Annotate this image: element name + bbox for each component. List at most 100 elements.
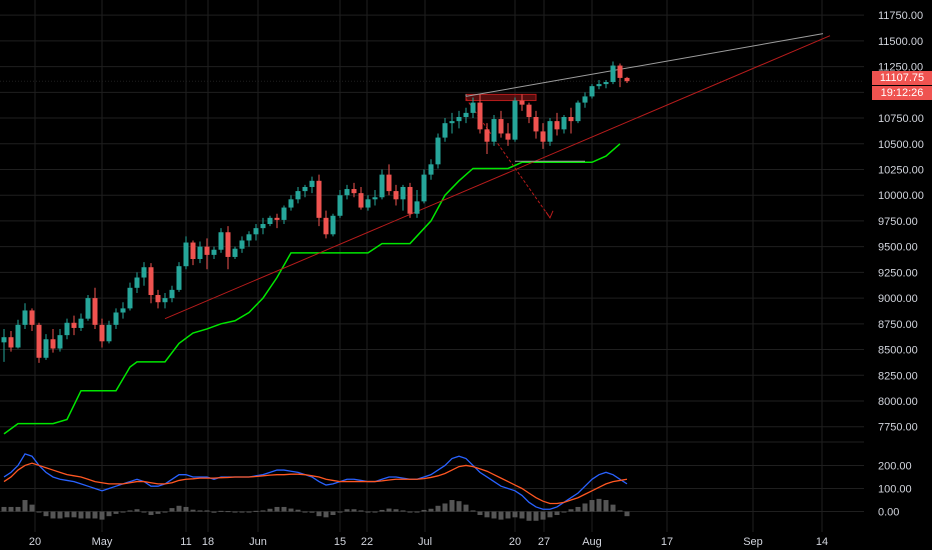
candle-body	[113, 312, 119, 325]
candle-body	[29, 310, 35, 325]
candle-body	[190, 242, 196, 259]
histogram-bar	[386, 508, 392, 512]
histogram-bar	[169, 508, 175, 512]
histogram-bar	[575, 506, 581, 512]
candle-body	[64, 322, 70, 336]
time-tick-label: Sep	[743, 536, 763, 548]
histogram-bar	[288, 508, 294, 512]
trailing-stop-path	[3, 143, 621, 435]
histogram-bar	[99, 511, 105, 520]
candle-body	[575, 102, 581, 122]
macd-indicator	[1, 453, 630, 521]
histogram-bar	[400, 510, 406, 512]
histogram-bar	[141, 511, 147, 513]
candle-body	[15, 324, 21, 348]
time-tick-label: 18	[202, 536, 214, 548]
candle-body	[351, 189, 357, 194]
histogram-bar	[484, 511, 490, 518]
candle-body	[533, 117, 539, 132]
candle-body	[85, 298, 91, 319]
histogram-bar	[449, 500, 455, 512]
candle-body	[393, 191, 399, 200]
candle-body	[50, 339, 56, 349]
histogram-bar	[155, 511, 161, 514]
histogram-bar	[547, 511, 553, 518]
candle-body	[239, 240, 245, 249]
time-tick-label: 27	[538, 536, 550, 548]
candle-body	[547, 121, 553, 142]
candle-body	[379, 174, 385, 198]
histogram-bar	[71, 511, 77, 518]
time-tick-label: 20	[29, 536, 41, 548]
histogram-bar	[302, 511, 308, 513]
histogram-bar	[470, 510, 476, 512]
histogram-bar	[85, 511, 91, 519]
histogram-bar	[211, 511, 217, 513]
histogram-bar	[435, 505, 441, 512]
candle-body	[526, 104, 532, 118]
histogram-bar	[603, 500, 609, 512]
candle-body	[582, 96, 588, 103]
candle-body	[22, 310, 28, 325]
histogram-bar	[421, 509, 427, 512]
candle-body	[337, 195, 343, 216]
histogram-bar	[239, 511, 245, 513]
histogram-bar	[183, 506, 189, 512]
price-tick-label: 10750.00	[878, 113, 924, 125]
histogram-bar	[50, 511, 56, 519]
histogram-bar	[225, 511, 231, 513]
time-tick-label: 11	[180, 536, 191, 548]
histogram-bar	[295, 509, 301, 512]
histogram-bar	[1, 506, 7, 512]
price-tick-label: 9000.00	[878, 293, 918, 305]
candle-body	[120, 308, 126, 313]
histogram-bar	[428, 508, 434, 512]
candle-body	[204, 246, 210, 255]
price-tick-label: 8250.00	[878, 370, 918, 382]
macd-line	[3, 453, 628, 510]
resistance-zone	[465, 93, 537, 102]
candle-body	[463, 112, 469, 118]
price-tick-label: 11750.00	[878, 10, 923, 22]
candle-body	[127, 287, 133, 309]
candle-body	[421, 174, 427, 202]
histogram-bar	[8, 506, 14, 512]
histogram-bar	[218, 510, 224, 512]
candle-body	[484, 129, 490, 142]
histogram-bar	[267, 508, 273, 512]
candle-body	[610, 65, 616, 83]
histogram-bar	[617, 510, 623, 512]
candle-body	[344, 189, 350, 196]
candle-body	[512, 100, 518, 140]
candle-body	[295, 191, 301, 200]
histogram-bar	[554, 511, 560, 516]
candle-body	[302, 186, 308, 192]
candle-body	[197, 246, 203, 259]
candle-body	[428, 164, 434, 175]
indicator-tick-label: 200.00	[878, 460, 912, 472]
price-tick-label: 9750.00	[878, 216, 918, 228]
histogram-bar	[498, 511, 504, 520]
candle-body	[568, 117, 574, 122]
histogram-bar	[253, 510, 259, 512]
candle-body	[148, 267, 154, 296]
time-axis[interactable]: 20 May 11 18 Jun 15 22 Jul 20 27 Aug 17 Sep 14	[29, 536, 828, 548]
candle-body	[134, 277, 140, 288]
histogram-bar	[64, 511, 70, 518]
candle-body	[106, 324, 112, 342]
histogram-bar	[414, 511, 420, 513]
candle-body	[71, 322, 77, 328]
candle-body	[386, 174, 392, 192]
histogram-bar	[309, 511, 315, 513]
projection-arrow	[465, 98, 551, 219]
candle-body	[246, 234, 252, 241]
candle-body	[617, 65, 623, 78]
histogram-bar	[120, 511, 126, 513]
candle-body	[470, 102, 476, 113]
histogram-bar	[162, 511, 168, 513]
candle-body	[505, 133, 511, 140]
histogram-bar	[582, 503, 588, 512]
candle-body	[491, 119, 497, 142]
price-tick-label: 8500.00	[878, 345, 918, 357]
